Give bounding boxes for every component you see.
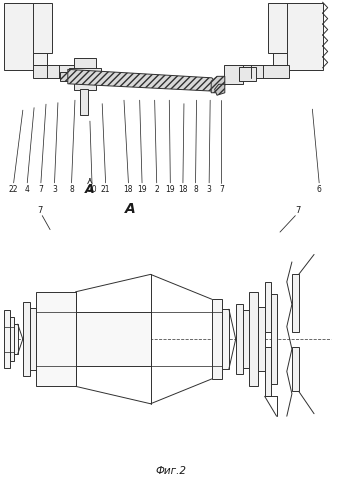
Text: 3: 3 bbox=[52, 185, 57, 194]
Bar bbox=[69, 68, 101, 79]
Bar bbox=[33, 53, 47, 65]
Bar bbox=[23, 302, 30, 376]
Bar bbox=[239, 65, 289, 78]
Text: 21: 21 bbox=[101, 185, 110, 194]
Bar bbox=[265, 282, 272, 332]
Bar bbox=[249, 292, 258, 386]
Polygon shape bbox=[68, 69, 219, 91]
Bar bbox=[224, 65, 242, 84]
Bar bbox=[268, 3, 287, 53]
Polygon shape bbox=[211, 76, 225, 93]
Bar bbox=[212, 299, 222, 379]
Bar bbox=[30, 308, 37, 370]
Text: 18: 18 bbox=[178, 185, 188, 194]
Bar bbox=[239, 67, 256, 81]
Text: 7: 7 bbox=[219, 185, 224, 194]
Text: 7: 7 bbox=[37, 206, 42, 215]
Bar bbox=[80, 89, 88, 115]
Text: 19: 19 bbox=[166, 185, 175, 194]
Text: 19: 19 bbox=[137, 185, 147, 194]
Bar bbox=[37, 292, 76, 386]
Text: A: A bbox=[125, 202, 135, 216]
Text: 3: 3 bbox=[207, 185, 212, 194]
Text: 7: 7 bbox=[38, 185, 43, 194]
Text: 20: 20 bbox=[87, 185, 97, 194]
Bar bbox=[272, 294, 277, 384]
Bar bbox=[292, 274, 299, 332]
Bar bbox=[258, 307, 265, 371]
Polygon shape bbox=[214, 84, 225, 95]
Bar bbox=[292, 346, 299, 391]
Text: 22: 22 bbox=[9, 185, 18, 194]
Bar bbox=[76, 312, 150, 366]
Bar bbox=[273, 53, 287, 65]
Bar bbox=[33, 65, 82, 78]
Text: 8: 8 bbox=[69, 185, 74, 194]
Text: A: A bbox=[85, 183, 95, 196]
Bar bbox=[74, 58, 96, 90]
Bar bbox=[265, 346, 272, 396]
Bar bbox=[222, 309, 229, 369]
Bar bbox=[10, 317, 14, 361]
Text: Фиг.2: Фиг.2 bbox=[156, 466, 186, 476]
Bar bbox=[60, 72, 77, 81]
Bar bbox=[4, 310, 10, 368]
Bar bbox=[33, 3, 52, 53]
Text: 2: 2 bbox=[154, 185, 159, 194]
Bar bbox=[236, 304, 243, 374]
Text: 6: 6 bbox=[317, 185, 321, 194]
Text: 4: 4 bbox=[25, 185, 30, 194]
Bar bbox=[243, 310, 249, 368]
Bar bbox=[285, 3, 323, 70]
Bar bbox=[4, 3, 37, 70]
Bar bbox=[14, 324, 18, 354]
Text: 18: 18 bbox=[124, 185, 133, 194]
Text: 7: 7 bbox=[295, 206, 300, 215]
Text: 8: 8 bbox=[193, 185, 198, 194]
